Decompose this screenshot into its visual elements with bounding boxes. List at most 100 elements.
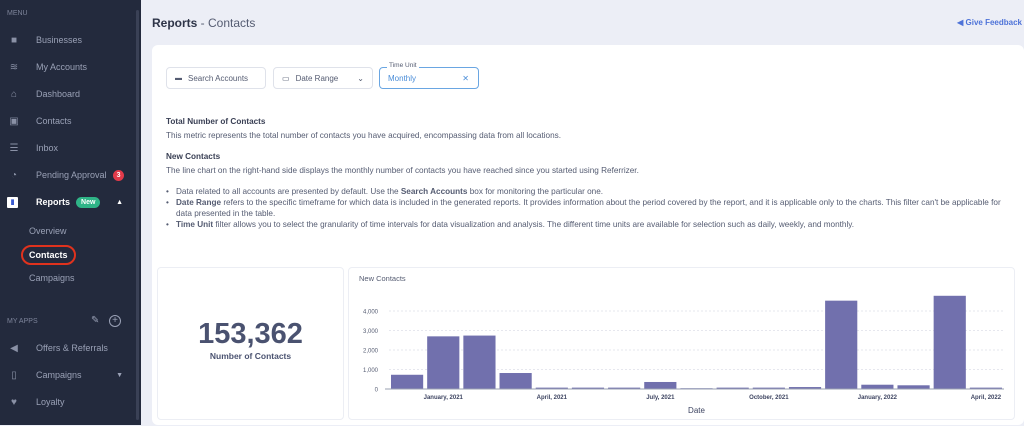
sidebar-item-my-accounts[interactable]: ≋ My Accounts [7, 58, 132, 76]
heart-icon: ♥ [11, 396, 17, 408]
x-tick-label: October, 2021 [749, 395, 789, 401]
devices-icon: ▯ [11, 369, 17, 381]
contact-card-icon: ▣ [9, 115, 19, 127]
title-sub: Contacts [208, 16, 256, 30]
clock-icon: ◔ [10, 169, 18, 181]
new-contacts-bar-chart: 0 1,000 2,000 3,000 4,000 January, 2021 April,… [363, 295, 1004, 415]
sidebar-scrollbar[interactable] [136, 10, 139, 420]
sidebar-item-businesses[interactable]: ■ Businesses [7, 31, 132, 49]
x-tick-label: July, 2021 [646, 395, 675, 401]
info-item: Data related to all accounts are present… [166, 186, 1006, 197]
total-contacts-label: Number of Contacts [209, 351, 292, 361]
time-unit-value: Monthly [388, 73, 417, 83]
clear-icon[interactable]: ✕ [462, 73, 469, 83]
x-axis-label: Date [688, 406, 705, 415]
sidebar-item-label: Campaigns [36, 370, 82, 380]
date-range-label: Date Range [295, 73, 339, 83]
chevron-down-icon[interactable]: ▼ [116, 371, 123, 379]
my-apps-section-label: MY APPS [7, 318, 38, 325]
bar-chart-icon: ▮ [7, 196, 18, 208]
new-heading: New Contacts [166, 152, 221, 161]
sidebar-item-contacts[interactable]: ▣ Contacts [7, 112, 132, 130]
chart-title: New Contacts [359, 274, 406, 283]
search-placeholder: Search Accounts [188, 73, 249, 83]
bar-jan-2022 [861, 384, 894, 389]
calendar-icon: ▭ [282, 73, 290, 83]
new-text: The line chart on the right-hand side di… [166, 166, 639, 175]
new-contacts-chart-card: New Contacts 0 1,000 2,000 3,000 4,000 Januar… [348, 267, 1015, 420]
title-main: Reports [152, 16, 198, 30]
tag-icon: ▬ [175, 74, 182, 82]
bar-nov-2021 [788, 387, 822, 389]
give-feedback-button[interactable]: ◀ Give Feedback [957, 18, 1022, 27]
sidebar-item-label: My Accounts [36, 62, 88, 72]
sidebar: MENU ■ Businesses ≋ My Accounts ⌂ Dashboard… [0, 0, 141, 425]
inbox-icon: ☰ [9, 142, 19, 154]
y-tick-label: 0 [375, 388, 379, 394]
bar-feb-2021 [463, 335, 496, 389]
sidebar-item-inbox[interactable]: ☰ Inbox [7, 139, 132, 157]
x-tick-label: January, 2021 [424, 395, 464, 401]
page-title: Reports - Contacts [152, 16, 255, 30]
sidebar-item-pending-approval[interactable]: ◔ Pending Approval 3 [7, 166, 132, 184]
sidebar-app-offers-referrals[interactable]: ◀ Offers & Referrals [7, 339, 132, 357]
sidebar-subitem-campaigns[interactable]: Campaigns [29, 273, 75, 283]
sidebar-item-label: Reports [36, 197, 71, 207]
chevron-up-icon[interactable]: ▲ [116, 198, 123, 206]
chevron-down-icon: ⌄ [357, 73, 364, 83]
total-contacts-card: 153,362 Number of Contacts [157, 267, 344, 420]
sidebar-item-dashboard[interactable]: ⌂ Dashboard [7, 85, 132, 103]
y-tick-label: 2,000 [363, 349, 379, 355]
y-tick-label: 4,000 [363, 310, 379, 316]
feedback-label: Give Feedback [965, 18, 1022, 27]
bar-mar-2022 [933, 295, 966, 389]
bar-dec-2020 [391, 374, 424, 389]
sidebar-item-reports[interactable]: ▮ Reports New ▲ [7, 193, 132, 211]
sidebar-item-label: Pending Approval [36, 170, 107, 180]
sidebar-subitem-overview[interactable]: Overview [29, 226, 67, 236]
sidebar-item-label: Businesses [36, 35, 83, 45]
bar-dec-2021 [825, 300, 858, 389]
pending-count-badge: 3 [112, 169, 125, 181]
info-item: Date Range refers to the specific timefr… [166, 197, 1006, 219]
sidebar-item-label: Loyalty [36, 397, 65, 407]
bar-apr-2022 [969, 387, 1002, 389]
megaphone-icon: ◀ [957, 18, 966, 27]
bar-sep-2021 [716, 387, 749, 389]
sidebar-item-label: Contacts [36, 116, 72, 126]
megaphone-icon: ◀ [10, 342, 18, 354]
y-tick-label: 3,000 [363, 329, 379, 335]
layers-icon: ≋ [9, 61, 19, 73]
sidebar-item-label: Offers & Referrals [36, 343, 108, 353]
briefcase-icon: ■ [10, 34, 18, 46]
bar-jul-2021 [644, 381, 677, 389]
info-list: Data related to all accounts are present… [166, 186, 1006, 230]
new-badge: New [76, 196, 101, 208]
total-text: This metric represents the total number … [166, 131, 562, 140]
info-item: Time Unit filter allows you to select th… [166, 219, 1006, 230]
bar-feb-2022 [897, 385, 930, 389]
time-unit-select[interactable]: Time Unit Monthly ✕ [379, 62, 479, 89]
bar-may-2021 [571, 387, 605, 389]
bar-jan-2021 [427, 336, 460, 389]
bank-icon: ⌂ [10, 88, 18, 100]
sidebar-subitem-contacts[interactable]: Contacts [21, 245, 76, 265]
add-app-icon[interactable]: + [109, 315, 121, 327]
sidebar-app-loyalty[interactable]: ♥ Loyalty [7, 393, 132, 411]
time-unit-label: Time Unit [387, 62, 419, 69]
sidebar-item-label: Inbox [36, 143, 59, 153]
title-separator: - [197, 16, 209, 30]
x-tick-label: April, 2021 [537, 395, 568, 401]
total-contacts-value: 153,362 [198, 318, 303, 350]
date-range-select[interactable]: ▭ Date Range ⌄ [273, 67, 373, 89]
bar-jun-2021 [608, 387, 641, 389]
total-heading: Total Number of Contacts [166, 117, 266, 126]
bar-mar-2021 [499, 373, 532, 389]
search-accounts-input[interactable]: ▬ Search Accounts [166, 67, 266, 89]
x-tick-label: April, 2022 [971, 395, 1002, 401]
sidebar-item-label: Dashboard [36, 89, 81, 99]
pencil-icon[interactable]: ✎ [91, 315, 100, 326]
bar-oct-2021 [752, 387, 785, 389]
menu-section-label: MENU [7, 10, 28, 17]
sidebar-app-campaigns[interactable]: ▯ Campaigns ▼ [7, 366, 132, 384]
